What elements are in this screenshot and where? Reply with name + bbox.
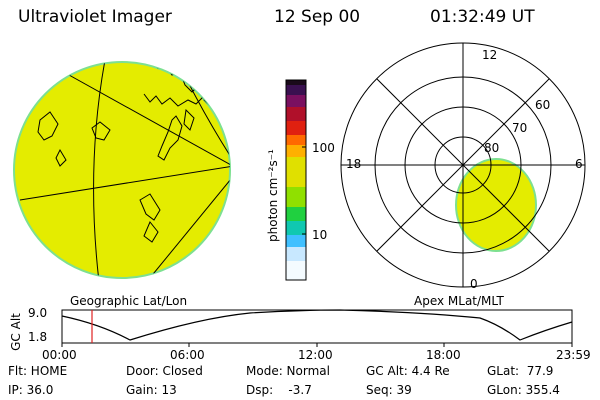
colorbar xyxy=(285,79,307,281)
gc-alt-info: GC Alt: 4.4 Re xyxy=(366,364,450,378)
polar-plot xyxy=(340,42,586,288)
auroral-oval xyxy=(455,158,537,252)
instrument-title: Ultraviolet Imager xyxy=(18,7,172,27)
mlat-label-80: 80 xyxy=(484,141,500,155)
time-tick-0600: 06:00 xyxy=(170,348,205,362)
glon-info: GLon: 355.4 xyxy=(487,383,560,397)
mlat-label-60: 60 xyxy=(535,98,551,112)
time-tick-1200: 12:00 xyxy=(298,348,333,362)
gain-info: Gain: 13 xyxy=(126,383,177,397)
dsp-info: Dsp: -3.7 xyxy=(246,383,312,397)
time-tick-2359: 23:59 xyxy=(556,348,591,362)
mlt-label-0: 0 xyxy=(470,277,478,291)
mlt-label-18: 18 xyxy=(346,157,362,171)
geo-disk xyxy=(13,61,231,279)
altitude-strip xyxy=(61,309,573,347)
alt-tick-9: 9.0 xyxy=(28,306,48,320)
gc-alt-axis-label: GC Alt xyxy=(9,313,23,351)
seq-info: Seq: 39 xyxy=(366,383,412,397)
mlt-label-12: 12 xyxy=(482,48,498,62)
date-label: 12 Sep 00 xyxy=(274,7,361,27)
colorbar-unit-label: photon cm⁻²s⁻¹ xyxy=(266,149,280,242)
flt-info: Flt: HOME xyxy=(8,364,68,378)
geographic-map xyxy=(13,61,231,279)
colorbar-tick-100: 100 xyxy=(312,141,335,155)
time-label: 01:32:49 UT xyxy=(430,7,535,27)
glat-info: GLat: 77.9 xyxy=(487,364,554,378)
alt-tick-1-8: 1.8 xyxy=(28,330,48,344)
time-tick-1800: 18:00 xyxy=(426,348,461,362)
time-tick-0000: 00:00 xyxy=(42,348,77,362)
mode-info: Mode: Normal xyxy=(246,364,330,378)
mlt-label-6: 6 xyxy=(575,157,583,171)
colorbar-tick-10: 10 xyxy=(312,228,328,242)
polar-plot-label: Apex MLat/MLT xyxy=(414,294,504,308)
ip-info: IP: 36.0 xyxy=(8,383,54,397)
mlat-label-70: 70 xyxy=(512,121,528,135)
geo-map-label: Geographic Lat/Lon xyxy=(70,294,188,308)
door-info: Door: Closed xyxy=(126,364,203,378)
